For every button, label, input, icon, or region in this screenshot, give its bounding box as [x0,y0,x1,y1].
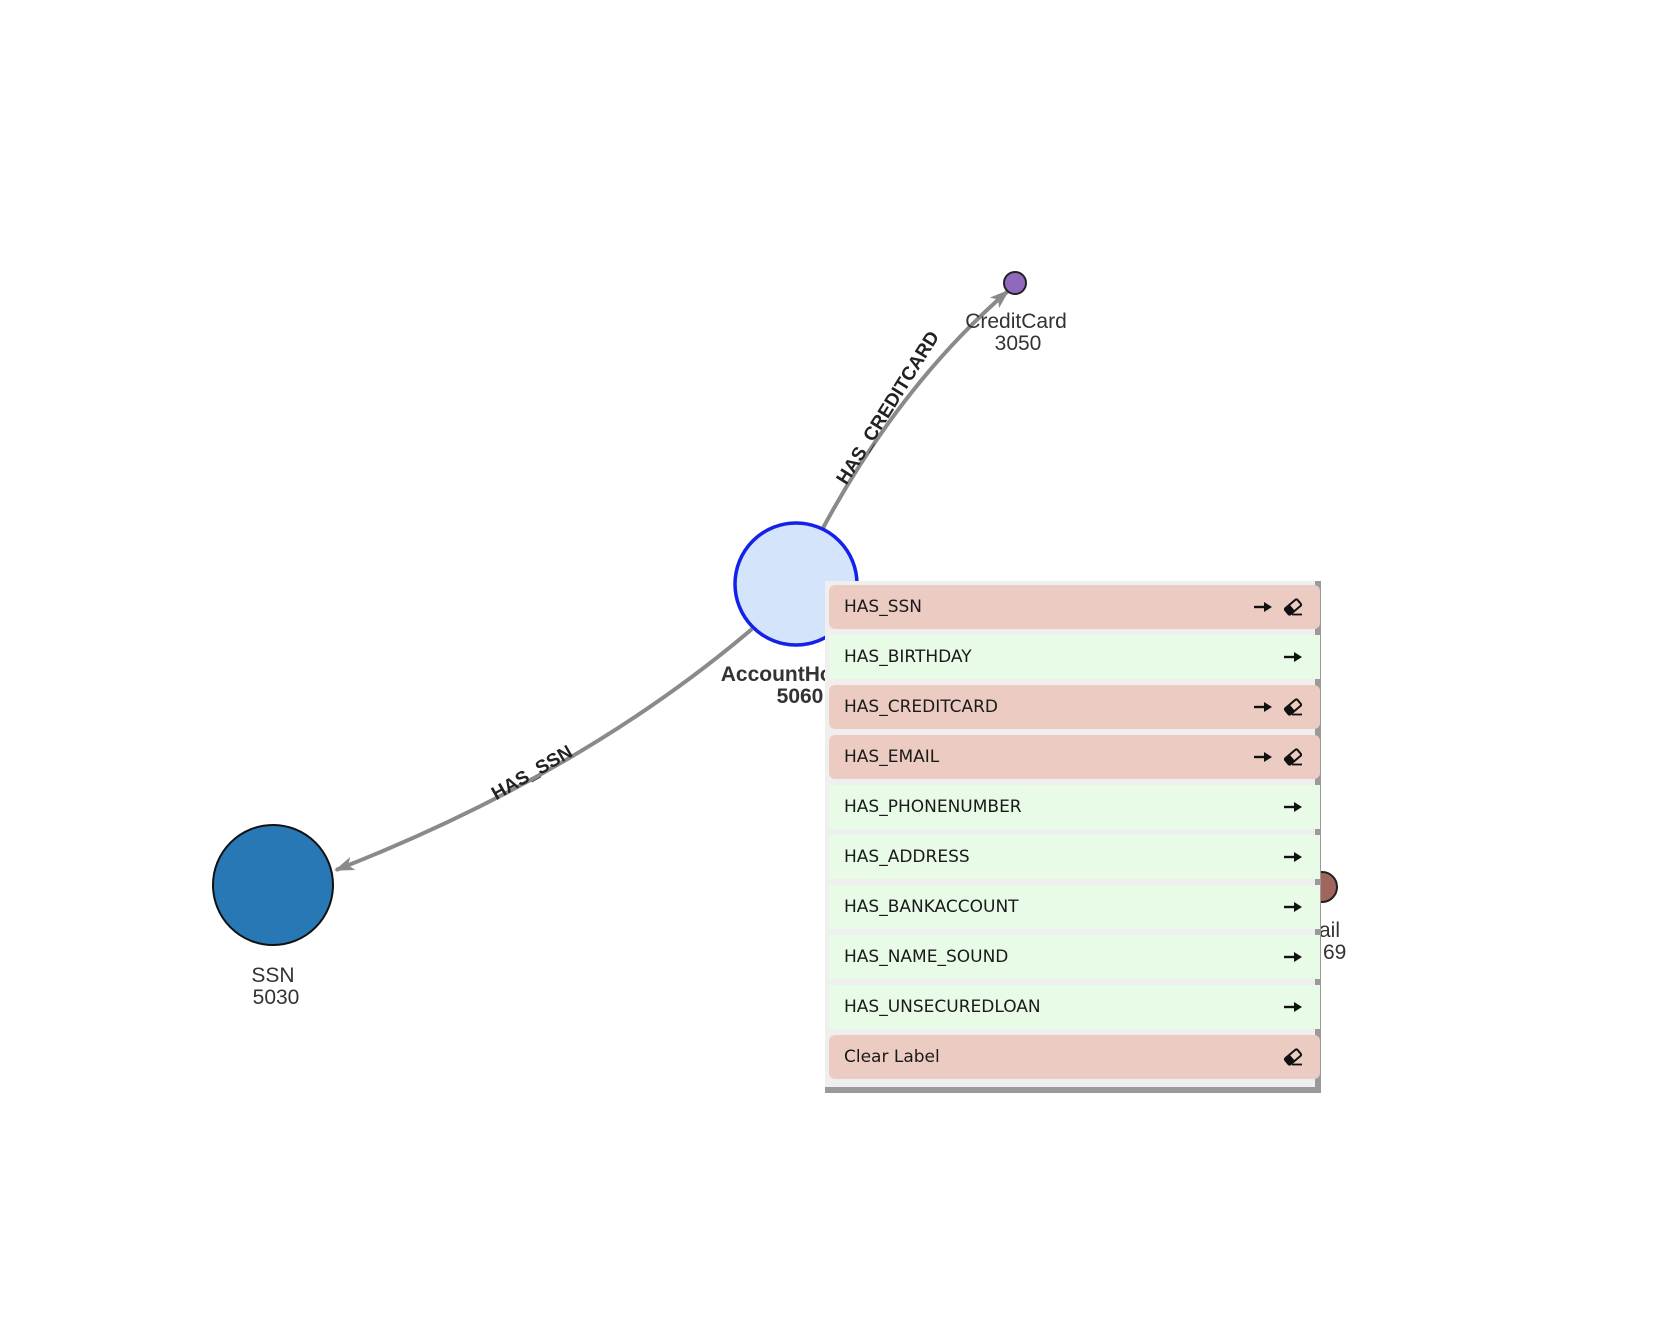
menu-item-has-unsecuredloan[interactable]: HAS_UNSECUREDLOAN [829,985,1320,1029]
menu-item-icons [1274,946,1304,968]
menu-item-has-bankaccount[interactable]: HAS_BANKACCOUNT [829,885,1320,929]
menu-item-label: HAS_SSN [844,597,1244,617]
menu-item-has-birthday[interactable]: HAS_BIRTHDAY [829,635,1320,679]
menu-item-icons [1274,1046,1304,1068]
eraser-icon[interactable] [1282,1046,1304,1068]
node-label-ssn: SSN [251,964,294,987]
menu-item-label: HAS_NAME_SOUND [844,947,1274,967]
menu-item-has-ssn[interactable]: HAS_SSN [829,585,1320,629]
arrow-right-icon[interactable] [1282,996,1304,1018]
edge-label-has-ssn: HAS_SSN [488,742,576,805]
arrow-right-icon[interactable] [1282,896,1304,918]
relationship-context-menu: HAS_SSN HAS_BIRTHDAY HAS_CREDITCARD HAS_… [825,581,1321,1093]
arrow-right-icon[interactable] [1252,596,1274,618]
menu-item-label: HAS_CREDITCARD [844,697,1244,717]
arrow-right-icon[interactable] [1282,846,1304,868]
menu-item-label: HAS_BANKACCOUNT [844,897,1274,917]
menu-item-has-email[interactable]: HAS_EMAIL [829,735,1320,779]
edge-label-has-creditcard: HAS_CREDITCARD [833,328,944,489]
menu-item-has-phonenumber[interactable]: HAS_PHONENUMBER [829,785,1320,829]
arrow-right-icon[interactable] [1282,946,1304,968]
menu-item-label: HAS_EMAIL [844,747,1244,767]
node-ssn[interactable]: SSN 5030 [213,825,333,1009]
menu-item-icons [1274,646,1304,668]
menu-item-icons [1274,896,1304,918]
menu-item-has-name-sound[interactable]: HAS_NAME_SOUND [829,935,1320,979]
node-id-creditcard: 3050 [995,332,1042,355]
menu-item-label: HAS_ADDRESS [844,847,1274,867]
node-label-creditcard: CreditCard [965,310,1067,333]
menu-item-label: HAS_BIRTHDAY [844,647,1274,667]
eraser-icon[interactable] [1282,596,1304,618]
menu-item-icons [1274,846,1304,868]
node-id-accountholder: 5060 [777,685,824,708]
node-creditcard[interactable]: CreditCard 3050 [965,272,1067,355]
menu-item-icons [1274,996,1304,1018]
menu-item-icons [1244,596,1304,618]
arrow-right-icon[interactable] [1282,646,1304,668]
node-id-email: 69 [1323,941,1346,964]
edge-has-ssn[interactable] [336,629,752,870]
eraser-icon[interactable] [1282,746,1304,768]
menu-item-label: HAS_PHONENUMBER [844,797,1274,817]
menu-item-has-creditcard[interactable]: HAS_CREDITCARD [829,685,1320,729]
arrow-right-icon[interactable] [1252,746,1274,768]
menu-item-icons [1244,696,1304,718]
menu-item-clear-label[interactable]: Clear Label [829,1035,1320,1079]
node-id-ssn: 5030 [253,986,300,1009]
menu-item-icons [1244,746,1304,768]
eraser-icon[interactable] [1282,696,1304,718]
menu-item-label: HAS_UNSECUREDLOAN [844,997,1274,1017]
menu-item-icons [1274,796,1304,818]
arrow-right-icon[interactable] [1252,696,1274,718]
menu-item-label: Clear Label [844,1047,1274,1067]
node-label-email: ail [1319,919,1340,942]
arrow-right-icon[interactable] [1282,796,1304,818]
menu-item-has-address[interactable]: HAS_ADDRESS [829,835,1320,879]
